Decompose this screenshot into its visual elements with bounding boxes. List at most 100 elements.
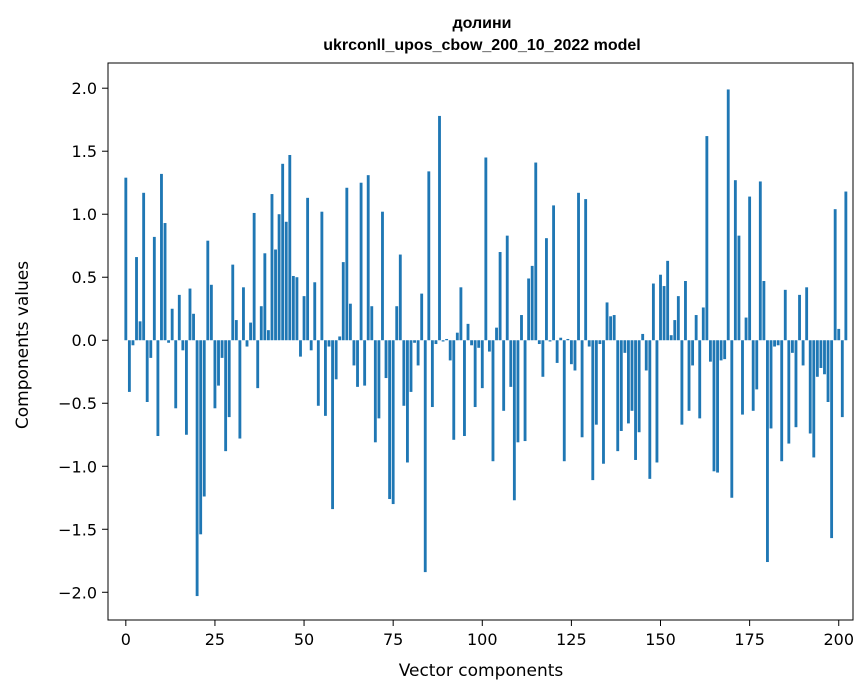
bar [377,340,381,419]
bar [455,332,459,341]
bar [602,340,605,464]
bar [423,340,427,573]
bar [284,221,288,341]
bar [259,306,263,341]
bar [145,340,149,402]
bar [313,282,317,341]
bar [299,340,302,357]
bar [206,240,210,341]
bar [801,340,805,366]
bar [555,340,559,363]
bar [516,340,520,443]
bar [594,340,598,425]
bar [192,313,195,341]
bar [712,340,716,472]
bar [413,340,416,343]
bar [448,340,452,361]
x-axis-label: Vector components [399,661,564,681]
bar [580,340,584,438]
bar [324,340,327,416]
y-tick-label: −2.0 [58,583,97,602]
bar [673,320,677,341]
x-axis: 0 25 50 75 100 125 150 175 200 [121,620,854,649]
bar [217,340,220,386]
bar [302,296,306,341]
bar [156,340,160,437]
bar [381,211,384,341]
y-tick-label: 1.0 [72,205,97,224]
bar [741,340,744,415]
bar [766,340,769,563]
bar [249,322,253,341]
bar [142,192,146,341]
bar [459,287,463,341]
bar [701,307,705,341]
bar [327,340,331,347]
bar [277,214,281,341]
bar [491,340,495,462]
bar [819,340,823,368]
bar [391,340,395,505]
bar [794,340,798,428]
bar [334,340,338,380]
bar [177,294,181,341]
y-axis: −2.0 −1.5 −1.0 −0.5 0.0 0.5 1.0 1.5 2.0 [58,79,108,602]
bar [441,340,445,342]
bar [798,294,801,341]
x-tick-label: 100 [467,630,498,649]
bar [837,328,841,341]
bar [552,205,555,341]
bar [174,340,178,409]
bar [452,340,456,440]
bar [352,340,356,366]
x-tick-label: 50 [294,630,314,649]
bar [548,340,552,342]
bar [737,235,741,341]
bar [484,157,488,341]
bar [131,340,135,346]
bar [790,340,794,353]
bar [651,283,655,341]
bar [406,340,409,463]
bar [812,340,816,458]
bar [434,340,438,345]
bar [416,340,420,366]
bar [815,340,819,377]
bar [242,287,245,341]
y-tick-label: −1.5 [58,520,97,539]
bar [445,338,449,341]
bar [495,327,498,341]
bar [733,180,737,341]
bar [185,340,188,435]
bar [776,340,780,346]
bars-group [124,89,848,597]
bar [666,260,670,341]
y-tick-label: 0.0 [72,331,97,350]
bar [559,337,563,341]
bar [359,182,363,341]
bar [662,286,666,341]
bar [256,340,260,389]
bar [773,340,776,347]
bar [694,315,698,341]
bar [783,289,787,341]
bar [708,340,712,362]
bar [659,274,662,341]
bar [530,265,534,341]
bar [213,340,217,409]
bar [470,340,474,346]
bar [619,340,623,431]
bar [209,284,213,341]
bar [698,340,702,419]
bar [288,154,292,341]
bar [769,340,773,429]
bar [584,199,588,341]
x-tick-label: 75 [383,630,403,649]
plot-frame [107,62,854,621]
bar [463,340,466,437]
bar [598,340,602,345]
bar [409,340,413,392]
bar [363,340,367,386]
bar [138,321,142,341]
x-tick-label: 200 [823,630,854,649]
